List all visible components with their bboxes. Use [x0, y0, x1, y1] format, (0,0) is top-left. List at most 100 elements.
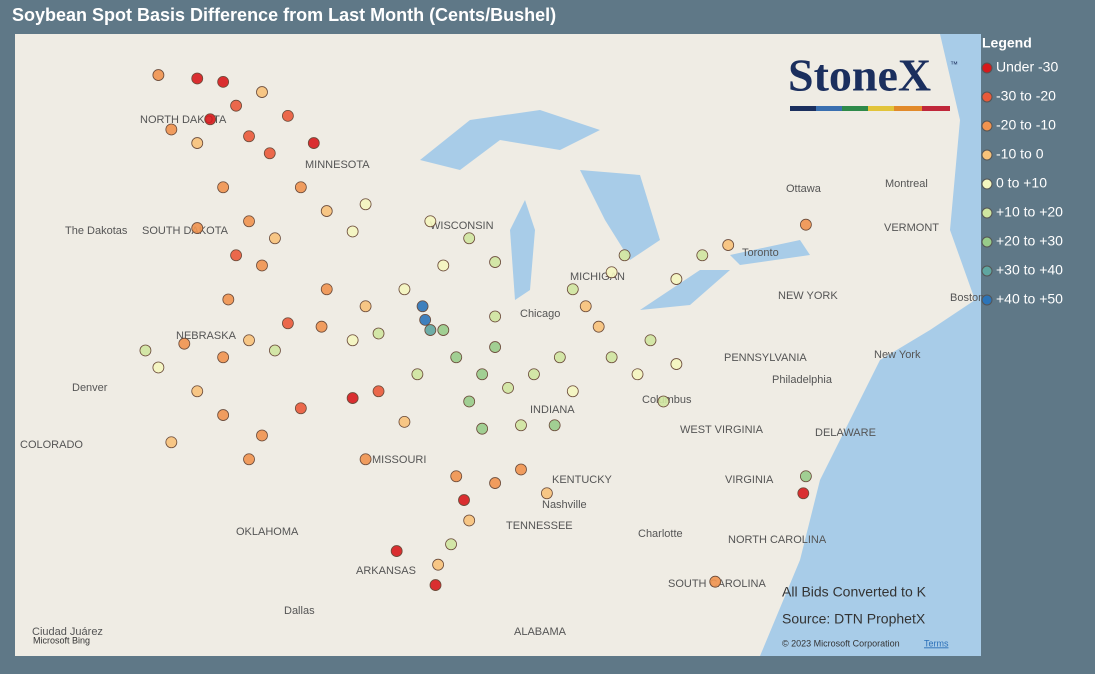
bid-point — [489, 310, 501, 323]
legend-swatch — [981, 91, 993, 103]
map-label: Ottawa — [786, 183, 822, 195]
legend-label: +30 to +40 — [996, 262, 1063, 278]
bid-point — [618, 249, 631, 262]
bid-point — [191, 137, 204, 149]
bid-point — [359, 453, 372, 466]
legend-label: Under -30 — [996, 59, 1058, 75]
bid-point — [320, 205, 333, 217]
legend-label: -10 to 0 — [996, 146, 1044, 162]
bid-point — [797, 487, 810, 500]
bid-point — [696, 249, 709, 262]
legend-swatch — [981, 178, 993, 190]
bid-point — [390, 545, 403, 557]
map-label: COLORADO — [20, 439, 83, 451]
bid-point — [450, 470, 463, 483]
bid-point — [243, 130, 255, 143]
bid-point — [165, 123, 178, 136]
legend-swatch — [981, 265, 993, 277]
bid-point — [191, 222, 204, 234]
bid-point — [592, 320, 605, 333]
bid-point — [670, 273, 683, 285]
bid-point — [191, 385, 204, 398]
bid-point — [243, 334, 255, 347]
bid-point — [411, 368, 424, 381]
bid-point — [398, 415, 411, 428]
terms-link[interactable]: Terms — [924, 638, 949, 648]
bid-point — [799, 470, 812, 483]
bid-point — [450, 351, 463, 364]
legend-label: 0 to +10 — [996, 175, 1047, 191]
bid-point — [566, 283, 579, 296]
legend-swatch — [981, 149, 993, 161]
map-label: TENNESSEE — [506, 520, 573, 532]
bid-point — [139, 344, 152, 357]
bid-point — [294, 181, 307, 194]
bid-point — [320, 283, 333, 296]
bid-point — [256, 86, 268, 98]
bid-point — [644, 334, 657, 347]
legend-swatch — [981, 62, 993, 74]
bid-point — [152, 361, 165, 374]
map-label: OKLAHOMA — [236, 526, 299, 538]
logo-name: StoneX — [788, 50, 931, 101]
bid-point — [204, 113, 217, 126]
map-label: NEBRASKA — [176, 330, 237, 342]
map-label: Philadelphia — [772, 374, 833, 386]
legend: Legend Under -30 -30 to -20 -20 to -10 -10 … — [981, 35, 1063, 307]
bid-point — [553, 351, 566, 364]
bid-point — [548, 419, 561, 432]
bid-point — [605, 351, 618, 364]
map-label: NORTH CAROLINA — [728, 534, 827, 546]
title: Soybean Spot Basis Difference from Last … — [12, 5, 556, 25]
bid-point — [152, 69, 165, 81]
source: Source: DTN ProphetX — [782, 611, 926, 627]
map-label: Dallas — [284, 605, 315, 617]
bid-point — [566, 385, 579, 398]
legend-swatch — [981, 207, 993, 219]
lake-huron — [580, 170, 660, 260]
bid-point — [432, 558, 445, 571]
legend-label: +20 to +30 — [996, 233, 1063, 249]
bid-point — [269, 344, 281, 357]
bid-point — [372, 327, 385, 340]
lake-erie — [640, 270, 730, 310]
bid-point — [579, 300, 592, 313]
map-label: VIRGINIA — [725, 474, 774, 486]
bid-point — [476, 422, 489, 435]
bid-point — [359, 300, 372, 313]
bid-point — [437, 259, 450, 272]
logo: StoneX ™ — [788, 50, 958, 111]
lake-michigan — [510, 200, 535, 300]
bid-point — [230, 99, 242, 112]
map-label: Charlotte — [638, 528, 683, 540]
bid-point — [502, 381, 514, 394]
map-label: MISSOURI — [372, 454, 426, 466]
bid-point — [269, 232, 281, 245]
logo-stripe — [868, 106, 894, 111]
map-label: VERMONT — [884, 222, 939, 234]
legend-swatch — [981, 236, 993, 248]
map-label: Ciudad Juárez — [32, 626, 103, 638]
lake-superior — [420, 110, 600, 170]
bid-point — [372, 385, 385, 398]
bid-point — [424, 215, 437, 228]
bid-point — [429, 579, 442, 591]
legend-swatch — [981, 294, 993, 306]
map-label: KENTUCKY — [552, 474, 613, 486]
map-labels: NORTH DAKOTA MINNESOTA The Dakotas SOUTH… — [20, 114, 984, 638]
bid-point — [605, 266, 618, 279]
note: All Bids Converted to K — [782, 584, 927, 600]
ocean — [760, 34, 981, 656]
logo-stripe — [842, 106, 868, 111]
bid-point — [346, 392, 359, 404]
bid-point — [419, 313, 432, 326]
bid-point — [217, 409, 230, 421]
map-label: ALABAMA — [514, 626, 567, 638]
legend-swatch — [981, 120, 993, 132]
bid-point — [222, 293, 235, 306]
map-label: New York — [874, 349, 921, 361]
bid-point — [489, 341, 501, 353]
points — [139, 69, 812, 591]
bid-point — [243, 215, 255, 228]
bid-point — [281, 109, 294, 122]
